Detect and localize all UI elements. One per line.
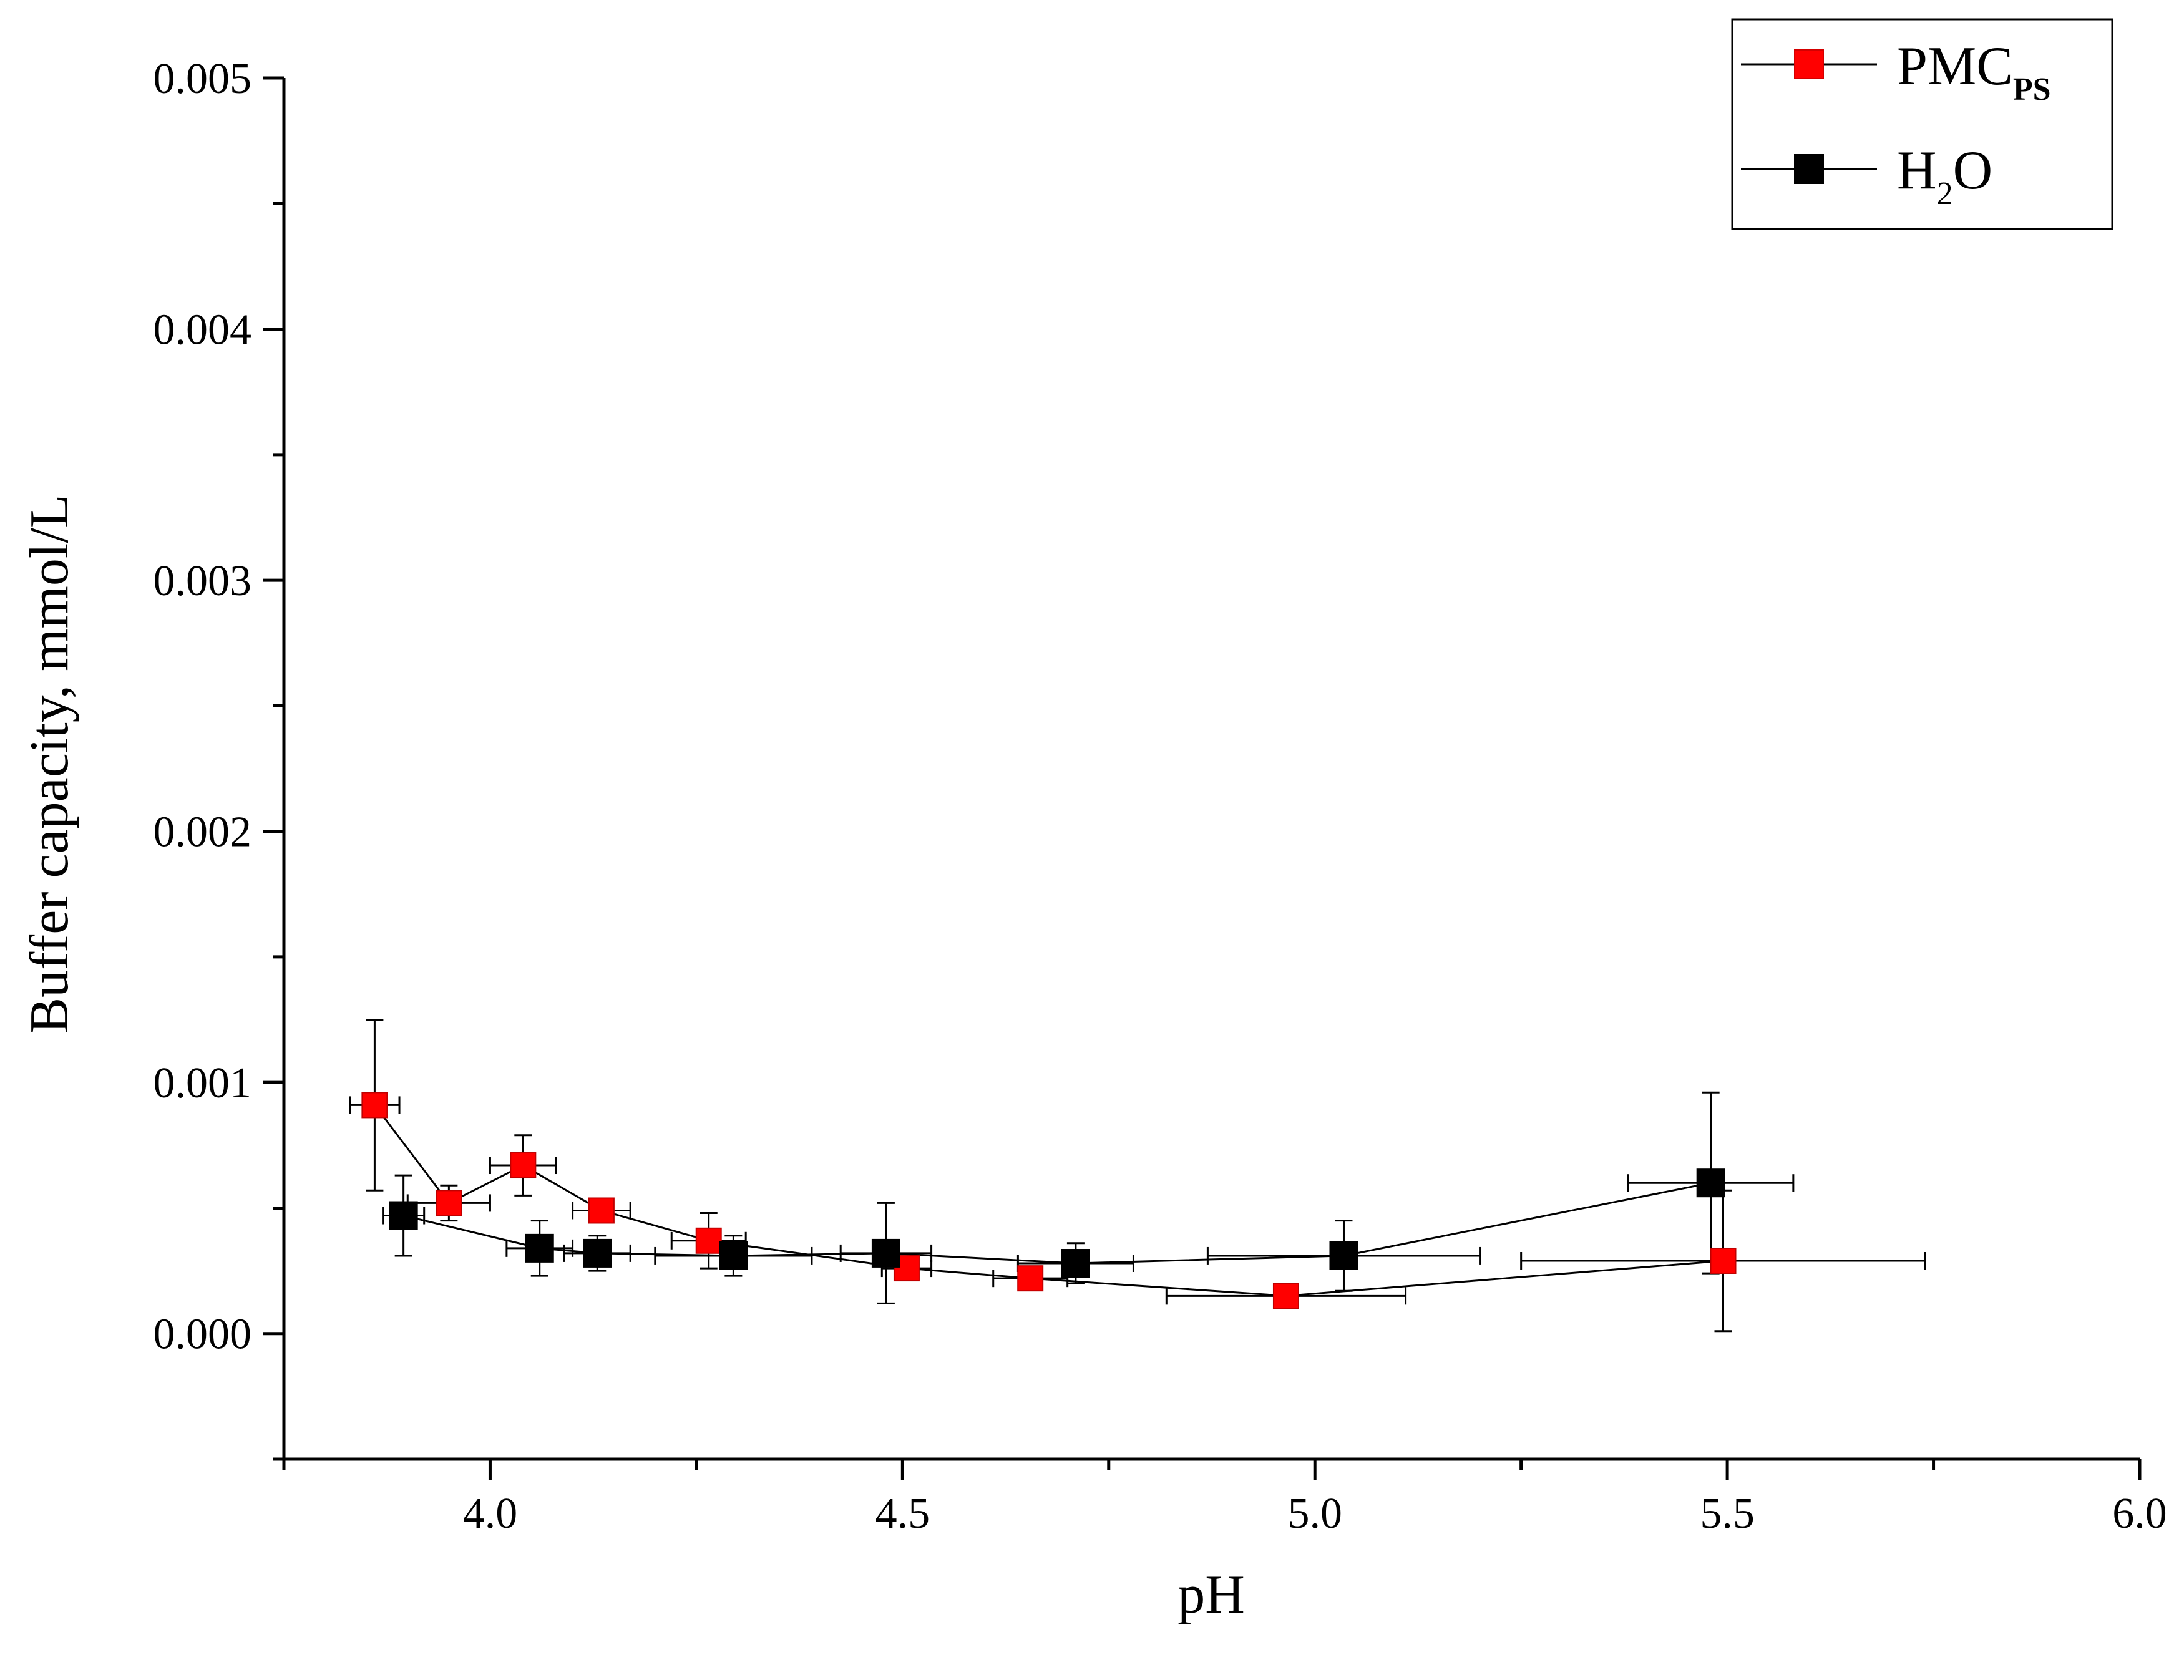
- data-point-h2o: [525, 1233, 554, 1263]
- x-axis-title: pH: [1177, 1565, 1245, 1625]
- x-tick-label: 5.0: [1287, 1490, 1342, 1538]
- legend-label-pmc: PMCPS: [1897, 36, 2051, 107]
- data-point-h2o: [1329, 1241, 1358, 1270]
- data-point-pmc-ps: [1017, 1265, 1044, 1292]
- data-point-pmc-ps: [1710, 1247, 1737, 1274]
- data-point-pmc-ps: [510, 1152, 537, 1179]
- data-point-h2o: [719, 1241, 748, 1270]
- legend: PMCPS H2O: [1731, 18, 2113, 230]
- y-tick-label: 0.002: [154, 808, 252, 857]
- data-point-pmc-ps: [695, 1227, 722, 1254]
- data-point-pmc-ps: [588, 1197, 615, 1224]
- x-axis-ticks: 4.0 4.5 5.0 5.5 6.0: [282, 1459, 2167, 1538]
- x-tick-label: 5.5: [1700, 1490, 1755, 1538]
- x-tick-label: 6.0: [2112, 1490, 2167, 1538]
- legend-marker-pmc: [1794, 49, 1824, 79]
- legend-item-h2o: H2O: [1741, 140, 1992, 211]
- data-point-h2o: [1061, 1249, 1090, 1278]
- data-point-h2o: [389, 1201, 418, 1230]
- legend-label-h2o-h: H: [1897, 140, 1937, 201]
- error-bars: [349, 1019, 1926, 1333]
- data-point-pmc-ps: [436, 1190, 462, 1216]
- y-tick-label: 0.001: [154, 1059, 252, 1107]
- y-axis-ticks: 0.000 0.001 0.002 0.003 0.004 0.005: [154, 55, 284, 1461]
- legend-label-h2o-o: O: [1953, 140, 1993, 201]
- x-tick-label: 4.5: [875, 1490, 930, 1538]
- y-tick-label: 0.003: [154, 557, 252, 605]
- legend-item-pmc: PMCPS: [1741, 36, 2051, 107]
- legend-label-pmc-sub: PS: [2013, 72, 2051, 107]
- data-point-h2o: [1696, 1168, 1725, 1198]
- y-tick-label: 0.000: [154, 1311, 252, 1359]
- data-markers: [361, 1092, 1737, 1309]
- data-point-pmc-ps: [1272, 1283, 1299, 1309]
- y-tick-label: 0.005: [154, 55, 252, 103]
- legend-label-pmc-text: PMC: [1897, 36, 2013, 97]
- data-point-pmc-ps: [361, 1092, 388, 1119]
- legend-label-h2o: H2O: [1897, 140, 1992, 211]
- data-point-h2o: [871, 1238, 900, 1268]
- x-tick-label: 4.0: [463, 1490, 518, 1538]
- legend-marker-h2o: [1794, 154, 1824, 184]
- axes: [282, 78, 2140, 1461]
- y-tick-label: 0.004: [154, 306, 252, 354]
- legend-label-h2o-sub: 2: [1937, 176, 1953, 211]
- data-point-h2o: [583, 1238, 612, 1268]
- y-axis-title: Buffer capacity, mmol/L: [19, 494, 80, 1034]
